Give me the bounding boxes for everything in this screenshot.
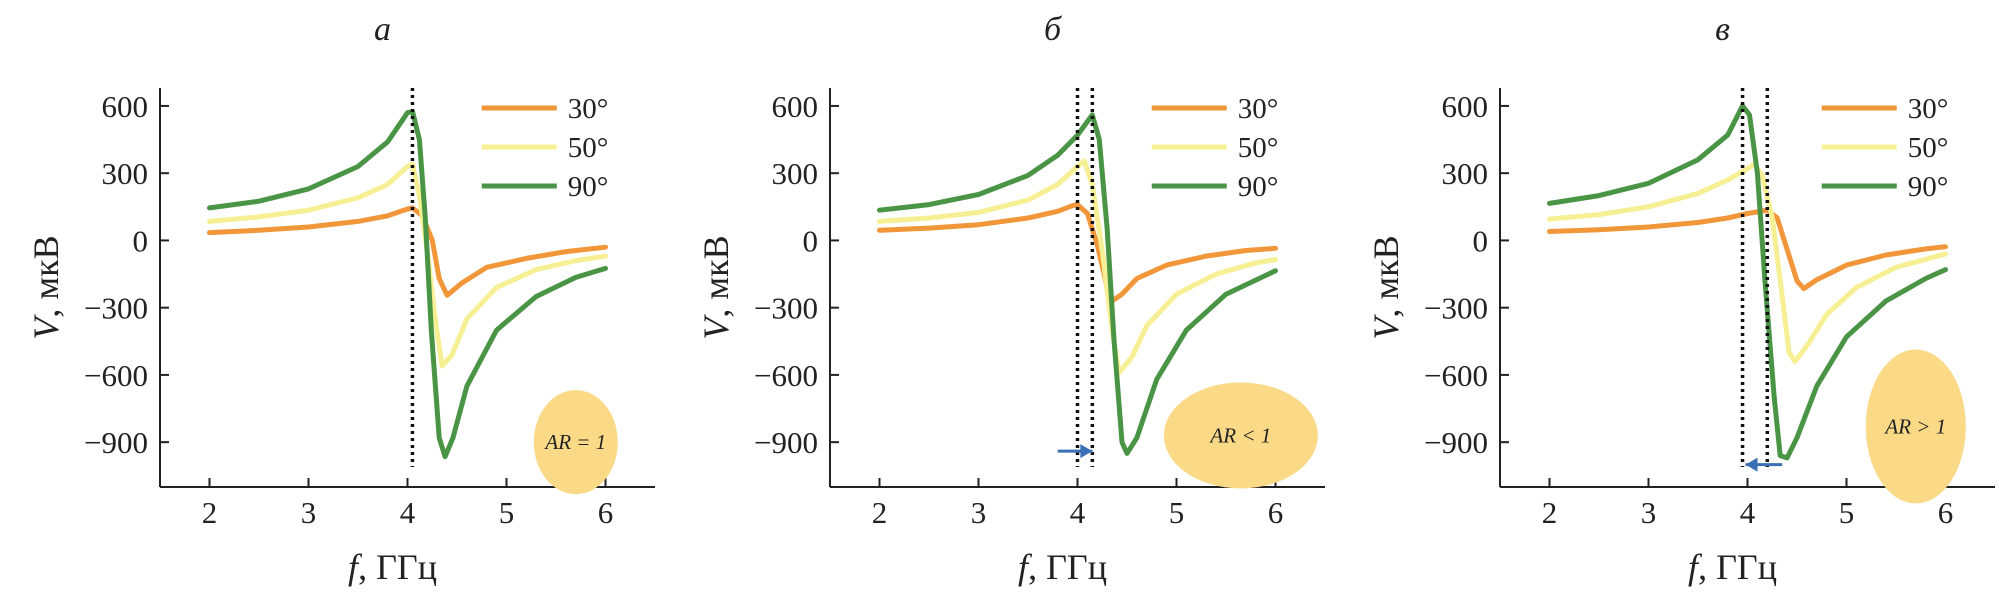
x-axis-label: f, ГГц [1688, 547, 1777, 587]
legend-label: 30° [1908, 93, 1949, 125]
panel-letter: б [1044, 11, 1063, 48]
series-line-30deg [877, 202, 1278, 304]
legend-label: 50° [568, 132, 609, 164]
series-line-50deg [877, 158, 1278, 376]
aspect-ratio-shape [1865, 349, 1966, 504]
y-tick-label: −900 [754, 425, 818, 460]
y-tick-label: 600 [1442, 89, 1489, 124]
x-tick-label: 5 [1839, 495, 1855, 530]
aspect-ratio-shape [1163, 382, 1318, 489]
y-tick-label: 600 [772, 89, 819, 124]
x-tick-label: 3 [1641, 495, 1657, 530]
aspect-ratio-label: AR < 1 [1208, 423, 1271, 447]
x-tick-label: 5 [1169, 495, 1185, 530]
x-tick-label: 3 [301, 495, 317, 530]
y-tick-label: −300 [754, 291, 818, 326]
y-tick-label: 0 [133, 223, 149, 258]
series-line-50deg [207, 161, 608, 369]
y-tick-label: −900 [84, 425, 148, 460]
series-line-30deg [207, 205, 608, 298]
aspect-ratio-label: AR = 1 [543, 430, 606, 454]
x-tick-label: 6 [1938, 495, 1954, 530]
y-tick-label: −300 [84, 291, 148, 326]
y-axis-unit: , мкВ [26, 235, 66, 317]
x-tick-label: 3 [971, 495, 987, 530]
series-line-50deg [1547, 161, 1948, 364]
panel-letter: в [1715, 11, 1730, 48]
legend-label: 50° [1908, 132, 1949, 164]
y-axis-unit: , мкВ [1366, 235, 1406, 317]
panel-b: б 600 300 0 −300 −600 −900 2 3 4 5 6 f, ГГц V, мкВ AR … [696, 11, 1325, 587]
y-tick-label: −900 [1424, 425, 1488, 460]
series-line-90deg [877, 112, 1278, 456]
y-tick-label: 0 [803, 223, 819, 258]
aspect-ratio-label: AR > 1 [1883, 414, 1946, 438]
y-tick-label: 300 [102, 156, 149, 191]
x-tick-label: 6 [1268, 495, 1284, 530]
x-tick-label: 4 [1070, 495, 1086, 530]
x-tick-label: 2 [202, 495, 218, 530]
y-tick-label: −300 [1424, 291, 1488, 326]
x-axis-label: f, ГГц [1018, 547, 1107, 587]
shift-arrow-head [1080, 444, 1093, 459]
series-line-30deg [1547, 207, 1948, 292]
aspect-ratio-shape [533, 390, 618, 495]
x-axis-unit: , ГГц [1698, 547, 1777, 587]
panel-c: в 600 300 0 −300 −600 −900 2 3 4 5 6 f, ГГц V, мкВ AR … [1366, 11, 1995, 587]
y-axis-variable: V [1366, 314, 1406, 340]
y-tick-label: 300 [1442, 156, 1489, 191]
legend-label: 30° [568, 93, 609, 125]
y-axis-label: V, мкВ [26, 235, 66, 339]
y-tick-label: 300 [772, 156, 819, 191]
x-tick-label: 5 [499, 495, 515, 530]
y-axis-variable: V [696, 314, 736, 340]
y-axis-label: V, мкВ [1366, 235, 1406, 339]
x-tick-label: 6 [598, 495, 614, 530]
legend-label: 30° [1238, 93, 1279, 125]
panel-a: а 600 300 0 −300 −600 −900 2 3 4 5 6 f, ГГц V, мкВ AR … [26, 11, 655, 587]
y-tick-label: 600 [102, 89, 149, 124]
shift-arrow-head [1745, 457, 1758, 472]
y-tick-label: −600 [1424, 358, 1488, 393]
x-tick-label: 4 [1740, 495, 1756, 530]
x-axis-unit: , ГГц [358, 547, 437, 587]
legend-label: 90° [1238, 171, 1279, 203]
y-axis-label: V, мкВ [696, 235, 736, 339]
x-tick-label: 2 [1542, 495, 1558, 530]
y-axis-unit: , мкВ [696, 235, 736, 317]
series-line-90deg [207, 109, 608, 460]
y-tick-label: −600 [754, 358, 818, 393]
x-tick-label: 2 [872, 495, 888, 530]
legend-label: 90° [568, 171, 609, 203]
x-axis-label: f, ГГц [348, 547, 437, 587]
legend-label: 50° [1238, 132, 1279, 164]
legend-label: 90° [1908, 171, 1949, 203]
x-axis-unit: , ГГц [1028, 547, 1107, 587]
panel-letter: а [374, 11, 391, 48]
y-axis-variable: V [26, 314, 66, 340]
series-line-90deg [1547, 103, 1948, 461]
y-tick-label: 0 [1473, 223, 1489, 258]
y-tick-label: −600 [84, 358, 148, 393]
x-tick-label: 4 [400, 495, 416, 530]
